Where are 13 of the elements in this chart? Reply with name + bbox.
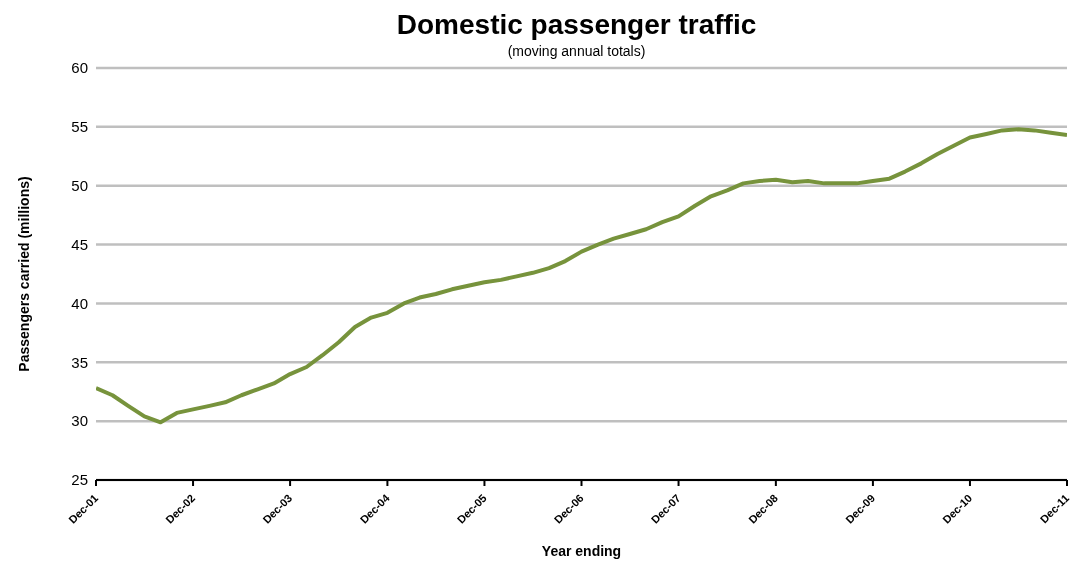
y-tick-label: 30 [71, 412, 88, 430]
y-tick-label: 60 [71, 59, 88, 77]
y-tick-label: 40 [71, 294, 88, 312]
chart-subtitle: (moving annual totals) [506, 42, 647, 60]
y-tick-label: 35 [71, 353, 88, 371]
y-tick-label: 55 [71, 118, 88, 136]
y-axis-title: Passengers carried (millions) [15, 176, 32, 372]
y-tick-label: 50 [71, 177, 88, 195]
y-tick-label: 25 [71, 471, 88, 489]
chart-title: Domestic passenger traffic [395, 8, 758, 42]
x-axis-title: Year ending [541, 543, 622, 559]
line-series [96, 127, 1067, 425]
y-tick-label: 45 [71, 235, 88, 253]
